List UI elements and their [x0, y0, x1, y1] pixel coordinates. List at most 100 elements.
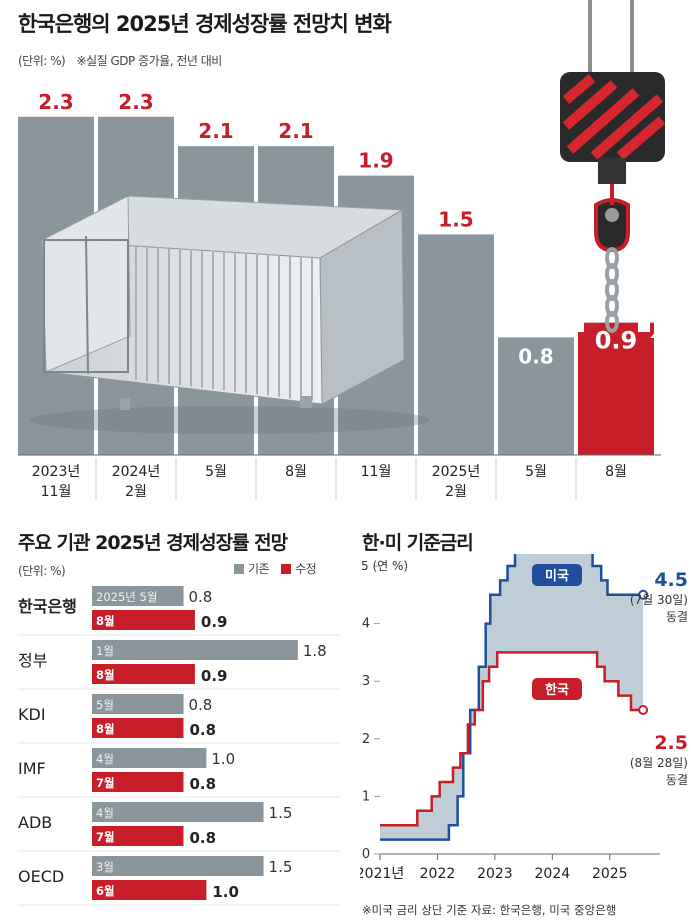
top-cat-label-4-0: 11월 — [361, 464, 392, 480]
kr-end-value: 2.5 — [654, 732, 688, 754]
kr-end-date: (8월 28일) — [630, 756, 688, 770]
crane-hook-icon — [560, 0, 666, 333]
inst-revised-period-1: 8월 — [96, 668, 115, 682]
inst-prior-period-0: 2025년 5월 — [96, 590, 157, 604]
inst-revised-value-4: 0.8 — [189, 829, 216, 847]
inst-revised-bar-2 — [92, 718, 184, 738]
top-unit-label: (단위: %) — [18, 54, 66, 68]
kr-badge: 한국 — [532, 678, 582, 700]
top-value-label-6: 0.8 — [518, 344, 553, 368]
top-cat-label-2-0: 5월 — [205, 464, 227, 480]
rate-ytick-label-4: 4 — [362, 617, 370, 632]
top-value-label-4: 1.9 — [358, 149, 393, 173]
top-value-label-5: 1.5 — [438, 207, 473, 231]
inst-prior-value-2: 0.8 — [188, 696, 212, 714]
legend-revised-label: 수정 — [295, 562, 317, 576]
series-line-us — [380, 554, 644, 841]
inst-name-1: 정부 — [18, 651, 47, 670]
institutions-unit-note: (단위: %) — [18, 564, 66, 578]
inst-prior-period-2: 5월 — [96, 698, 114, 712]
up-arrow-icon — [566, 262, 674, 440]
rate-axis-ticks: 0 1 2 3 4 2021년 2022 2023 2024 2025 — [360, 565, 628, 882]
top-bar-7 — [578, 322, 654, 455]
institutions-chart-title: 주요 기관 2025년 경제성장률 전망 — [18, 532, 288, 554]
inst-prior-period-4: 4월 — [96, 806, 114, 820]
inst-revised-value-5: 1.0 — [212, 883, 239, 901]
inst-name-2: KDI — [18, 705, 46, 724]
top-value-label-7: 0.9 — [595, 327, 638, 355]
inst-name-0: 한국은행 — [18, 597, 77, 616]
rate-ytick-label-0: 0 — [362, 847, 370, 862]
rate-xtick-label-4: 2025 — [592, 866, 628, 882]
inst-name-4: ADB — [18, 813, 52, 832]
top-cat-label-7-0: 8월 — [605, 464, 627, 480]
rate-line-chart: 0 1 2 3 4 2021년 2022 2023 2024 2025 5 (연 %) 미국 한국… — [360, 554, 688, 917]
series-line-kr — [380, 651, 644, 827]
top-cat-label-0-1: 11월 — [41, 484, 72, 500]
kr-end-status: 동결 — [666, 773, 688, 787]
top-value-label-1: 2.3 — [118, 90, 153, 114]
inst-revised-period-5: 6월 — [96, 884, 115, 898]
inst-revised-period-4: 7월 — [96, 830, 115, 844]
inst-prior-value-5: 1.5 — [269, 858, 293, 876]
inst-revised-value-1: 0.9 — [201, 667, 228, 685]
rate-xtick-label-0: 2021년 — [360, 866, 404, 882]
institutions-bar-chart: 한국은행 2025년 5월 0.8 8월 0.9 정부 1월 1.8 8월 0.9 KDI 5월 0.8… — [18, 586, 340, 906]
us-end-date: (7월 30일) — [630, 593, 688, 607]
inst-name-5: OECD — [18, 867, 64, 886]
us-end-marker — [638, 589, 649, 600]
top-unit-note: (단위: %) ※실질 GDP 증가율, 전년 대비 — [18, 52, 222, 69]
inst-revised-bar-1 — [92, 664, 195, 684]
inst-prior-period-1: 1월 — [96, 644, 114, 658]
top-cat-label-1-0: 2024년 — [112, 464, 161, 480]
legend-revised-swatch — [281, 563, 292, 574]
inst-revised-period-3: 7월 — [96, 776, 115, 790]
top-category-labels-group: 2023년 11월 2024년 2월 5월 8월 11월 2025년 2월 5월 8월 — [32, 458, 627, 500]
kr-end-marker — [638, 705, 649, 715]
top-sub-note: ※실질 GDP 증가율, 전년 대비 — [76, 54, 223, 68]
institutions-legend: 기존 수정 — [234, 560, 317, 577]
kr-badge-label: 한국 — [545, 682, 569, 698]
rate-gap-area — [380, 554, 644, 840]
top-value-label-0: 2.3 — [38, 90, 73, 114]
top-bar-chart: 2.3 2.3 2.1 2.1 1.9 1.5 0.8 0.9 2023년 11월 2024년 2월… — [18, 0, 674, 500]
top-cat-label-5-1: 2월 — [445, 484, 467, 500]
inst-name-3: IMF — [18, 759, 46, 778]
top-cat-label-5-0: 2025년 — [432, 464, 481, 480]
top-cat-label-1-1: 2월 — [125, 484, 147, 500]
us-end-value: 4.5 — [654, 569, 688, 591]
inst-prior-bar-2 — [92, 694, 184, 714]
inst-prior-bar-5 — [92, 856, 264, 876]
inst-prior-bar-3 — [92, 748, 207, 768]
us-end-status: 동결 — [666, 610, 688, 624]
legend-prior-label: 기존 — [248, 562, 270, 576]
top-cat-label-3-0: 8월 — [285, 464, 307, 480]
top-chart-title: 한국은행의 2025년 경제성장률 전망치 변화 — [18, 12, 392, 36]
top-bar-6 — [498, 337, 574, 455]
inst-prior-value-4: 1.5 — [269, 804, 293, 822]
rate-chart-title: 한·미 기준금리 — [362, 532, 474, 554]
inst-prior-bar-0 — [92, 586, 184, 606]
rate-y-unit: 5 (연 %) — [361, 559, 408, 573]
inst-prior-bar-1 — [92, 640, 298, 660]
inst-prior-period-5: 3월 — [96, 860, 114, 874]
inst-revised-period-2: 8월 — [96, 722, 115, 736]
rate-xtick-label-2: 2023 — [477, 866, 513, 882]
top-bar-5 — [418, 234, 494, 455]
inst-revised-bar-5 — [92, 880, 207, 900]
inst-revised-value-2: 0.8 — [189, 721, 216, 739]
top-cat-label-6-0: 5월 — [525, 464, 547, 480]
top-value-label-3: 2.1 — [278, 119, 313, 143]
us-badge-label: 미국 — [545, 568, 569, 584]
inst-prior-period-3: 4월 — [96, 752, 114, 766]
rate-footnote: ※미국 금리 상단 기준 자료: 한국은행, 미국 중앙은행 — [362, 903, 616, 917]
inst-prior-value-3: 1.0 — [211, 750, 235, 768]
inst-revised-period-0: 8월 — [96, 614, 115, 628]
rate-ytick-label-3: 3 — [362, 674, 370, 689]
inst-revised-value-3: 0.8 — [189, 775, 216, 793]
rate-xtick-label-1: 2022 — [420, 866, 456, 882]
rate-ytick-label-1: 1 — [362, 789, 370, 804]
top-value-labels-group: 2.3 2.3 2.1 2.1 1.9 1.5 0.8 0.9 — [38, 90, 637, 369]
top-cat-label-0-0: 2023년 — [32, 464, 81, 480]
rate-ytick-label-2: 2 — [362, 732, 370, 747]
